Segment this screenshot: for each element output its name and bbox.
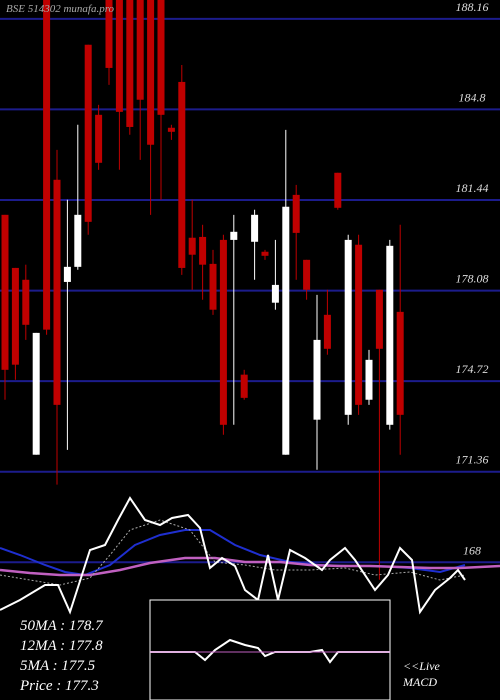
candle-body — [240, 374, 248, 398]
candle-body — [53, 179, 61, 405]
price-line — [0, 496, 466, 615]
candle-body — [199, 236, 207, 265]
candle-body — [261, 251, 269, 256]
candle-body — [147, 0, 155, 145]
candle-body — [313, 339, 321, 420]
legend-text: 12MA : 177.8 — [20, 638, 103, 654]
candle-body — [95, 114, 103, 163]
chart-title: BSE 514302 munafa.pro — [6, 3, 115, 15]
indicators — [0, 496, 500, 615]
candle-body — [63, 266, 71, 282]
candle-body — [32, 332, 40, 455]
candle-body — [126, 0, 134, 127]
candle-body — [282, 206, 290, 455]
candle-body — [292, 194, 300, 233]
candle-body — [323, 314, 331, 349]
live-label: <<Live — [403, 659, 441, 673]
candle-body — [230, 231, 238, 240]
y-tick-label: 188.16 — [456, 0, 489, 14]
candle-body — [188, 237, 196, 255]
candle-body — [43, 0, 51, 330]
candle-body — [355, 244, 363, 405]
candle-body — [167, 127, 175, 132]
legend-text: 50MA : 178.7 — [20, 618, 104, 634]
candle-body — [178, 81, 186, 268]
candle-body — [115, 0, 123, 112]
candle-body — [105, 0, 113, 68]
candle-body — [334, 172, 342, 208]
candle-body — [365, 359, 373, 400]
candle-body — [219, 239, 227, 425]
y-tick-label: 174.72 — [456, 362, 489, 376]
candle-body — [251, 214, 259, 242]
ma-line — [0, 556, 500, 577]
candle-body — [136, 0, 144, 100]
y-tick-label: 178.08 — [456, 272, 489, 286]
y-tick-label: 184.8 — [459, 90, 486, 104]
candle-body — [396, 311, 404, 415]
y-tick-label: 168 — [463, 543, 481, 557]
legend-text: 5MA : 177.5 — [20, 658, 96, 674]
candle-body — [11, 267, 19, 365]
grid: 188.16 184.8 181.44 178.08 174.72 171.36 168 — [0, 0, 500, 564]
y-tick-label: 181.44 — [456, 181, 489, 195]
candles — [1, 0, 404, 580]
candle-body — [271, 284, 279, 303]
legend-text: Price : 177.3 — [19, 678, 99, 694]
y-tick-label: 171.36 — [456, 453, 489, 467]
panel-label: MACD — [402, 675, 437, 689]
candle-body — [209, 263, 217, 310]
candle-body — [386, 245, 394, 425]
candle-body — [344, 239, 352, 415]
candle-body — [74, 214, 82, 267]
candle-body — [84, 44, 92, 222]
candle-body — [1, 214, 9, 370]
candle-body — [303, 259, 311, 290]
candle-body — [375, 289, 383, 349]
candle-body — [157, 0, 165, 115]
candle-body — [22, 279, 30, 325]
macd-panel — [149, 599, 391, 700]
